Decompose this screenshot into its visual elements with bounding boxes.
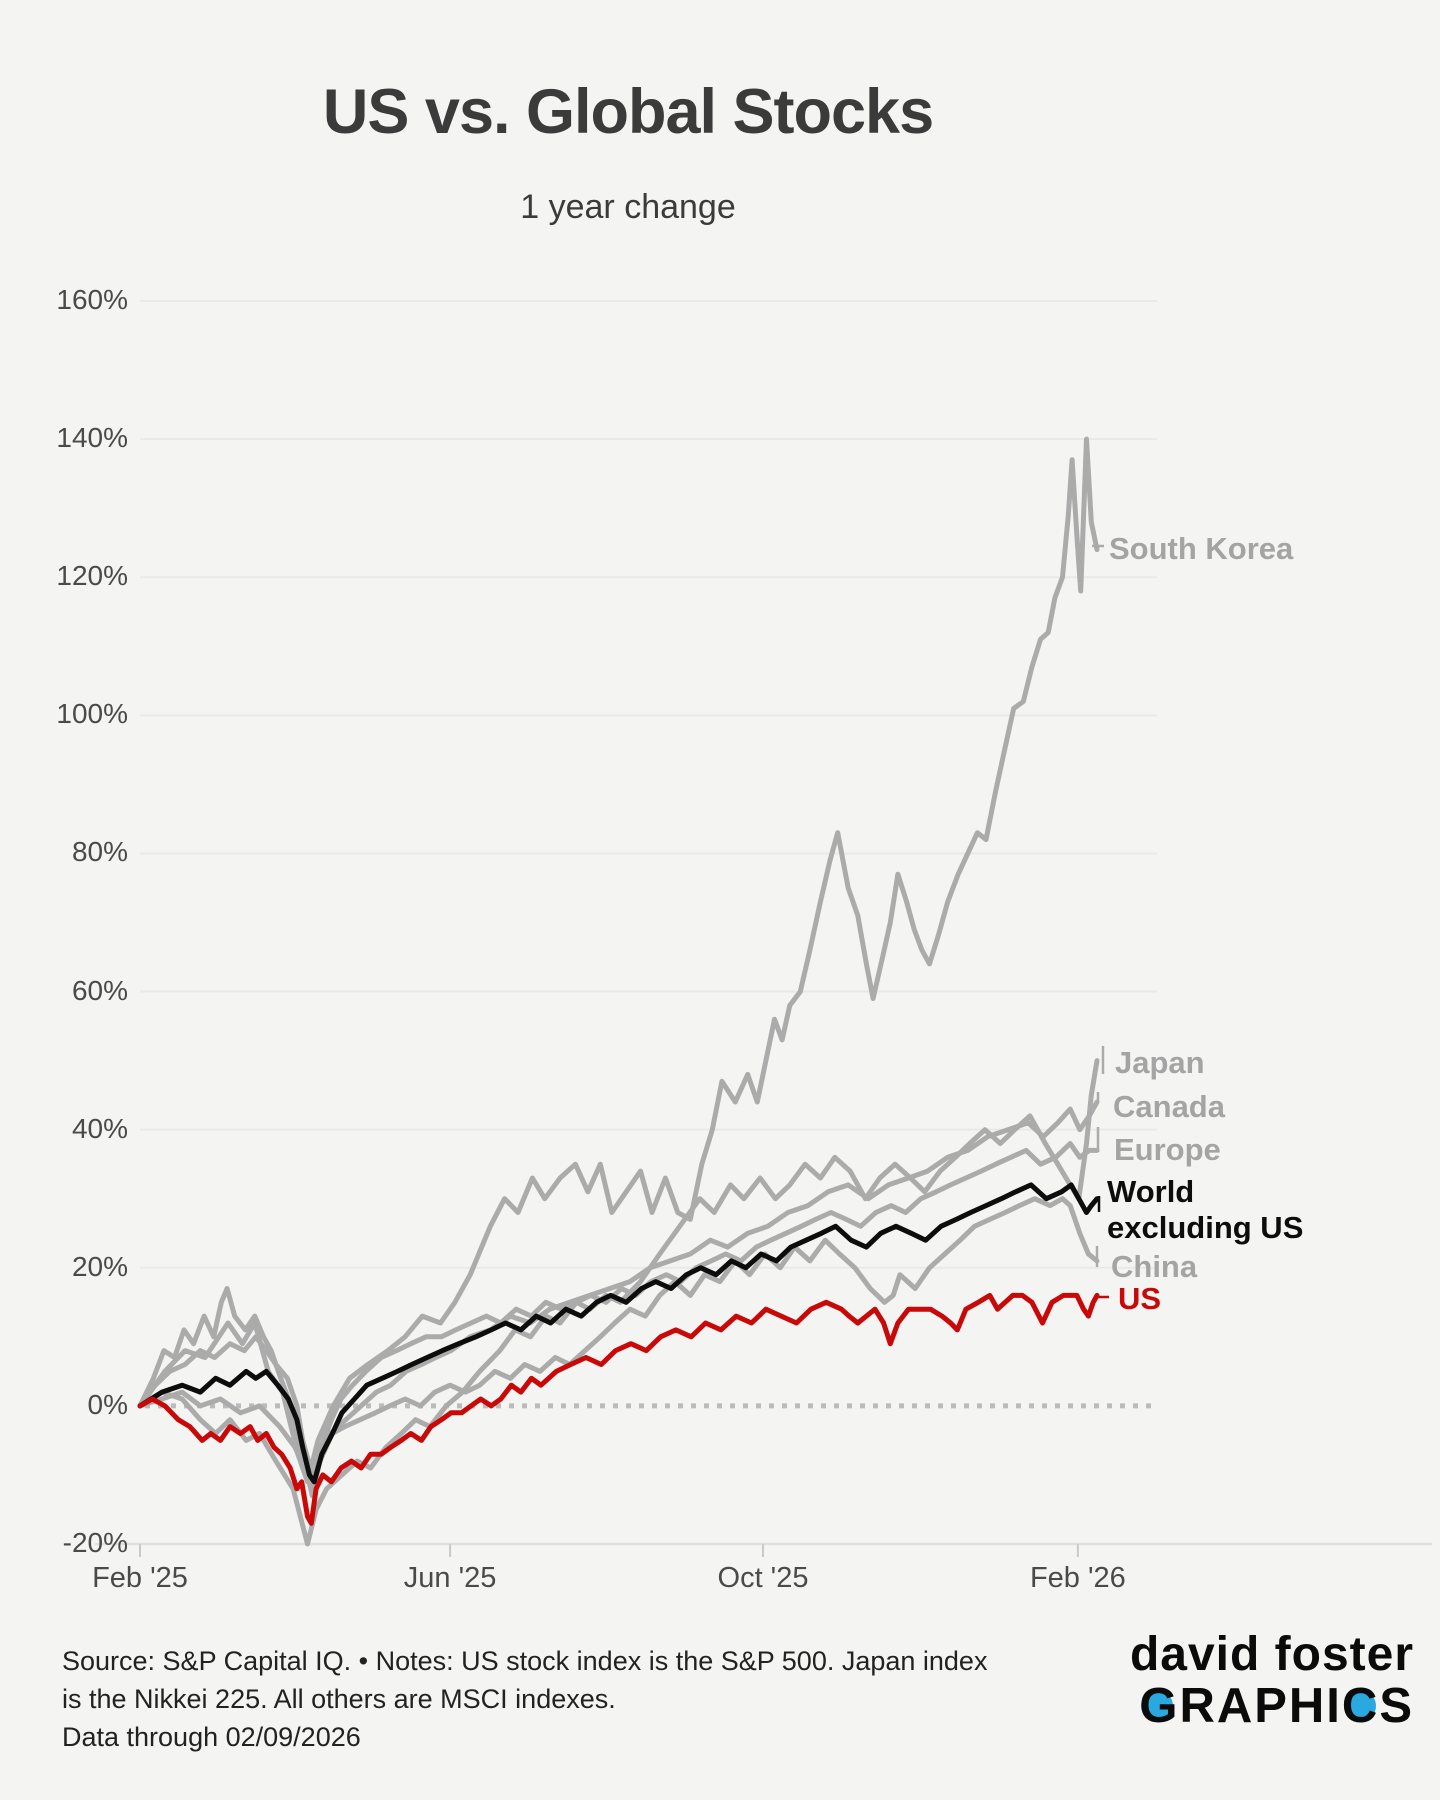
y-axis-label-100: 100%: [56, 698, 128, 730]
series-line-us: [137, 1292, 1100, 1526]
series-line-europe: [137, 1141, 1100, 1485]
series-label-europe: Europe: [1114, 1132, 1221, 1167]
y-axis-label-40: 40%: [71, 1112, 128, 1144]
brand-logo: david foster GRAPHICS: [994, 1628, 1414, 1733]
source-note-text: Source: S&P Capital IQ. • Notes: US stoc…: [62, 1646, 988, 1714]
series-line-south-korea: [137, 436, 1100, 1485]
series-label-japan: Japan: [1115, 1045, 1205, 1080]
series-line-japan: [137, 1058, 1100, 1547]
series-line-world-excluding-us: [137, 1182, 1100, 1485]
series-label-us: US: [1118, 1281, 1162, 1316]
y-axis-label-140: 140%: [56, 422, 128, 454]
series-label-canada: Canada: [1113, 1089, 1225, 1124]
y-axis-label-80: 80%: [71, 836, 128, 868]
data-through-text: Data through 02/09/2026: [62, 1722, 361, 1752]
x-axis-label-0: Feb '25: [92, 1562, 188, 1594]
page-title: US vs. Global Stocks: [322, 77, 934, 147]
x-axis-label-1: Jun '25: [403, 1562, 497, 1594]
logo-letter-3: S: [1379, 1679, 1414, 1733]
y-axis-label--20: -20%: [62, 1527, 128, 1558]
y-axis-label-160: 160%: [56, 284, 128, 315]
logo-name: david foster: [1129, 1628, 1414, 1681]
series-label-world-excluding-us: World excluding US: [1107, 1174, 1304, 1245]
logo-accent-letter-2: C: [1341, 1679, 1380, 1733]
source-note: Source: S&P Capital IQ. • Notes: US stoc…: [62, 1642, 992, 1756]
x-axis-label-3: Feb '26: [1029, 1562, 1126, 1594]
logo-letter-1: RAPHI: [1179, 1679, 1342, 1733]
series-label-south-korea: South Korea: [1109, 531, 1294, 566]
y-axis-label-60: 60%: [71, 974, 128, 1006]
page-subtitle: 1 year change: [520, 188, 736, 226]
series-line-china: [137, 1196, 1100, 1499]
y-axis-label-20: 20%: [71, 1250, 128, 1282]
y-axis-label-0: 0%: [87, 1388, 128, 1420]
logo-graphics: GRAPHICS: [994, 1680, 1414, 1732]
y-axis-label-120: 120%: [56, 560, 128, 592]
logo-accent-letter-0: G: [1139, 1679, 1180, 1733]
x-axis-label-2: Oct '25: [717, 1562, 809, 1594]
series-label-china: China: [1111, 1249, 1198, 1284]
